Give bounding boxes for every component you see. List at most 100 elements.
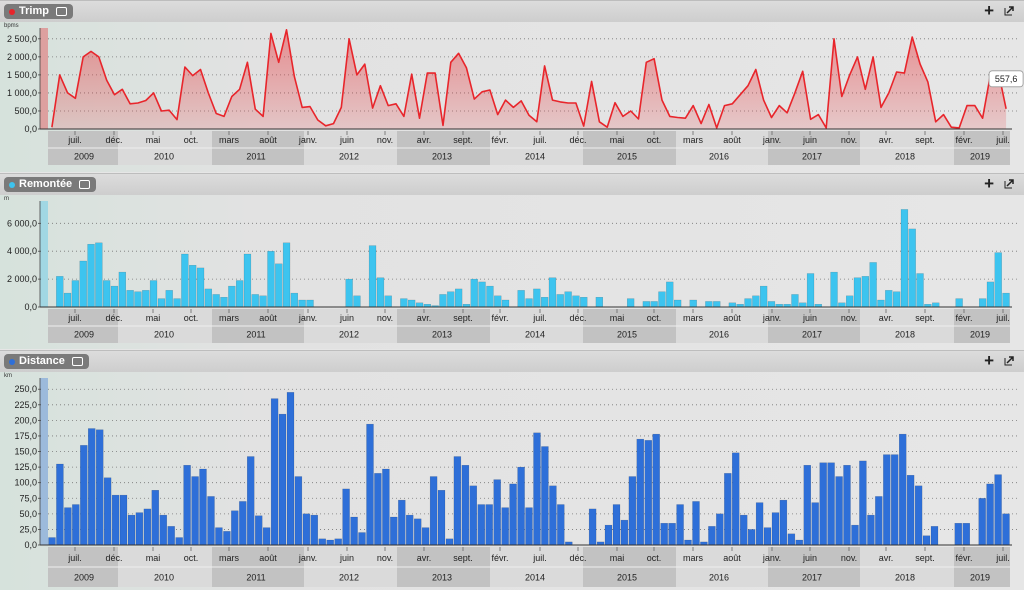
bar[interactable] (666, 281, 674, 308)
bar[interactable] (875, 496, 883, 546)
bar[interactable] (644, 440, 652, 546)
bar[interactable] (239, 501, 247, 546)
bar[interactable] (350, 516, 358, 546)
data-point[interactable] (809, 118, 812, 121)
data-point[interactable] (269, 32, 272, 35)
bar[interactable] (143, 508, 152, 546)
bar[interactable] (110, 285, 119, 308)
bar[interactable] (461, 464, 470, 546)
data-point[interactable] (786, 111, 789, 114)
data-point[interactable] (465, 66, 468, 69)
data-point[interactable] (82, 55, 85, 58)
bar[interactable] (684, 539, 692, 546)
data-point[interactable] (442, 124, 445, 127)
bar[interactable] (747, 529, 756, 546)
bar[interactable] (493, 479, 501, 546)
bar[interactable] (636, 438, 644, 546)
plus-icon[interactable]: + (984, 1, 994, 20)
bar[interactable] (906, 474, 915, 546)
bar[interactable] (668, 522, 676, 546)
bar[interactable] (705, 301, 713, 308)
data-point[interactable] (129, 102, 132, 105)
bar[interactable] (447, 291, 455, 308)
bar[interactable] (127, 514, 136, 546)
data-point[interactable] (880, 106, 883, 109)
bar[interactable] (390, 516, 398, 546)
data-point[interactable] (434, 72, 437, 75)
data-point[interactable] (692, 104, 695, 107)
data-point[interactable] (199, 68, 202, 71)
bar[interactable] (345, 278, 353, 308)
distance-title-pill[interactable]: Distance (4, 354, 89, 369)
data-point[interactable] (293, 75, 296, 78)
data-point[interactable] (614, 101, 617, 104)
data-point[interactable] (262, 115, 265, 118)
bar[interactable] (453, 456, 462, 546)
bar[interactable] (795, 539, 803, 546)
bar[interactable] (893, 291, 901, 308)
bar[interactable] (674, 299, 682, 308)
bar[interactable] (525, 507, 533, 546)
data-point[interactable] (285, 28, 288, 31)
bar[interactable] (867, 514, 875, 546)
data-point[interactable] (410, 73, 413, 76)
expand-icon[interactable] (1004, 177, 1016, 189)
data-point[interactable] (981, 117, 984, 120)
bar[interactable] (406, 514, 414, 546)
data-point[interactable] (801, 70, 804, 73)
data-point[interactable] (355, 73, 358, 76)
bar[interactable] (267, 251, 275, 308)
bar[interactable] (811, 502, 819, 546)
bar[interactable] (652, 433, 660, 546)
bar[interactable] (72, 504, 80, 546)
bar[interactable] (204, 288, 212, 308)
bar[interactable] (334, 538, 342, 546)
bar[interactable] (932, 302, 940, 308)
bar[interactable] (899, 433, 907, 546)
bar[interactable] (541, 296, 549, 308)
bar[interactable] (853, 277, 862, 308)
bar[interactable] (689, 299, 697, 308)
data-point[interactable] (707, 103, 710, 106)
data-point[interactable] (723, 104, 726, 107)
bar[interactable] (326, 539, 334, 546)
bar[interactable] (740, 514, 748, 546)
bar[interactable] (353, 295, 361, 308)
data-point[interactable] (113, 93, 116, 96)
bar[interactable] (374, 473, 382, 546)
bar[interactable] (660, 522, 668, 546)
data-point[interactable] (567, 102, 570, 105)
data-point[interactable] (668, 115, 671, 118)
bar[interactable] (922, 535, 931, 546)
bar[interactable] (692, 501, 700, 546)
data-point[interactable] (332, 122, 335, 125)
bar[interactable] (548, 277, 557, 308)
bar[interactable] (235, 280, 244, 308)
bar[interactable] (64, 507, 72, 546)
data-point[interactable] (528, 114, 531, 117)
bar[interactable] (930, 526, 939, 546)
bar[interactable] (732, 452, 740, 546)
bar[interactable] (183, 464, 191, 546)
data-point[interactable] (66, 91, 69, 94)
bar[interactable] (627, 298, 635, 308)
bar[interactable] (310, 514, 318, 546)
bar[interactable] (557, 504, 565, 546)
bar[interactable] (382, 468, 390, 546)
bar[interactable] (914, 485, 923, 546)
data-point[interactable] (629, 110, 632, 113)
data-point[interactable] (426, 72, 429, 75)
data-point[interactable] (621, 115, 624, 118)
trimp-title-pill[interactable]: Trimp (4, 4, 73, 19)
bar[interactable] (708, 526, 716, 546)
data-point[interactable] (1005, 107, 1008, 110)
data-point[interactable] (535, 120, 538, 123)
bar[interactable] (803, 464, 811, 546)
data-point[interactable] (676, 116, 679, 119)
bar[interactable] (215, 527, 223, 546)
bar[interactable] (791, 294, 799, 308)
data-point[interactable] (840, 95, 843, 98)
bar[interactable] (869, 262, 877, 308)
bar[interactable] (103, 477, 112, 546)
bar[interactable] (223, 531, 231, 546)
